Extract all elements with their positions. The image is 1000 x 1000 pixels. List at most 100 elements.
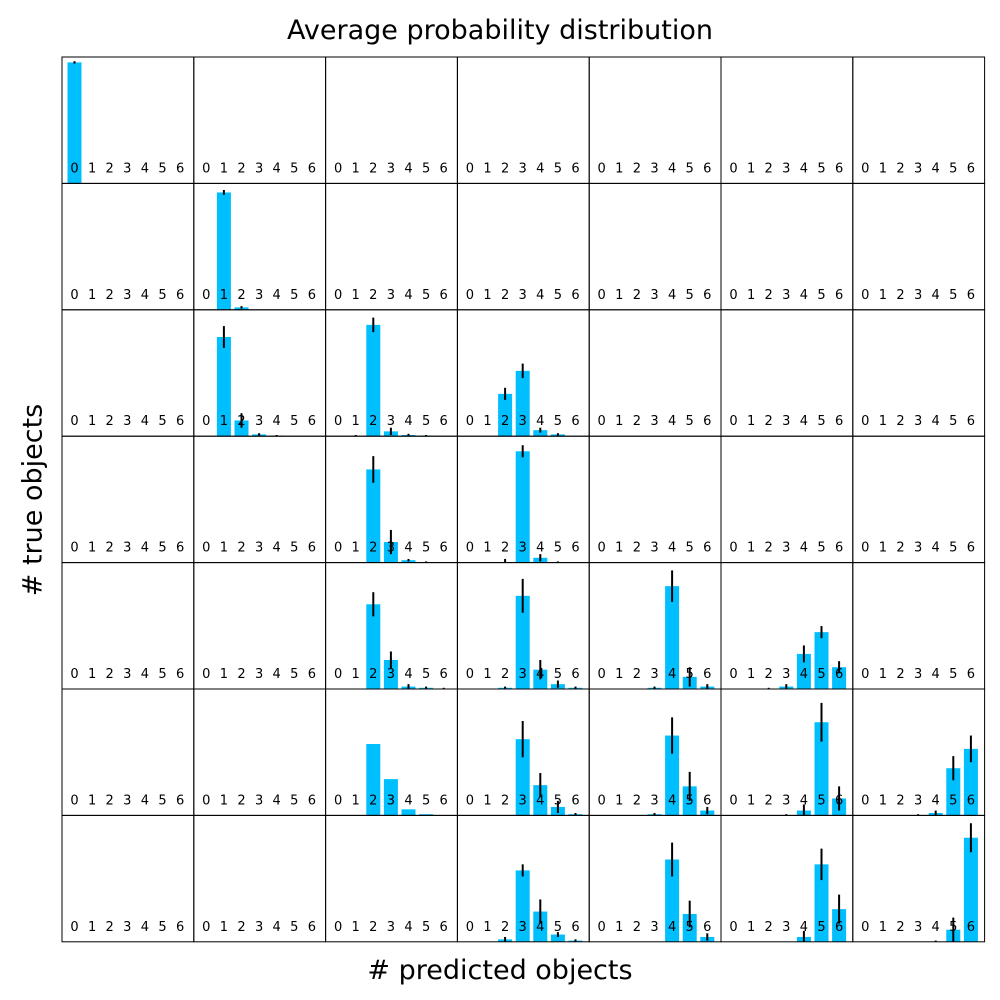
bar-true-2-pred-1-cat-1	[216, 336, 231, 437]
tick-label: 1	[220, 161, 228, 176]
tick-label: 5	[158, 161, 166, 176]
tick-label: 0	[861, 667, 869, 682]
tick-label: 1	[352, 414, 360, 429]
tick-label: 4	[536, 288, 544, 303]
tick-label: 3	[387, 414, 395, 429]
tick-label: 6	[176, 920, 184, 935]
bar-true-6-pred-3-cat-4	[533, 911, 548, 942]
bar-true-3-pred-2-cat-2	[366, 469, 381, 563]
tick-label: 0	[202, 793, 210, 808]
tick-label: 0	[70, 161, 78, 176]
tick-label: 6	[835, 667, 843, 682]
bar-true-6-pred-3-cat-5	[550, 934, 565, 942]
tick-label: 3	[519, 920, 527, 935]
bar-true-5-pred-6-cat-6	[963, 748, 978, 816]
tick-label: 3	[914, 288, 922, 303]
tick-label: 1	[483, 161, 491, 176]
tick-label: 0	[861, 288, 869, 303]
bar-true-6-pred-6-cat-6	[963, 837, 978, 942]
tick-label: 3	[914, 793, 922, 808]
tick-label: 1	[88, 161, 96, 176]
tick-label: 4	[932, 161, 940, 176]
tick-label: 1	[747, 541, 755, 556]
tick-label: 0	[70, 793, 78, 808]
tick-label: 6	[308, 161, 316, 176]
tick-label: 1	[483, 414, 491, 429]
tick-label: 5	[817, 793, 825, 808]
tick-label: 6	[703, 793, 711, 808]
tick-label: 6	[176, 793, 184, 808]
tick-label: 6	[967, 288, 975, 303]
tick-label: 1	[352, 541, 360, 556]
tick-label: 0	[861, 414, 869, 429]
tick-label: 0	[334, 541, 342, 556]
tick-label: 5	[422, 414, 430, 429]
tick-label: 6	[308, 920, 316, 935]
bar-true-2-pred-3-cat-2	[498, 393, 513, 437]
tick-label: 1	[615, 161, 623, 176]
tick-label: 0	[598, 920, 606, 935]
tick-label: 3	[123, 793, 131, 808]
bar-true-1-pred-1-cat-2	[234, 307, 249, 310]
tick-label: 4	[273, 793, 281, 808]
tick-label: 0	[861, 920, 869, 935]
bar-true-2-pred-3-cat-4	[533, 430, 548, 437]
tick-label: 3	[255, 793, 263, 808]
tick-label: 6	[835, 920, 843, 935]
tick-label: 2	[369, 920, 377, 935]
tick-label: 1	[88, 667, 96, 682]
tick-label: 1	[88, 920, 96, 935]
tick-label: 2	[765, 793, 773, 808]
tick-label: 6	[967, 920, 975, 935]
tick-label: 2	[765, 161, 773, 176]
tick-label: 4	[273, 161, 281, 176]
tick-label: 3	[782, 793, 790, 808]
tick-label: 5	[686, 793, 694, 808]
tick-label: 0	[334, 414, 342, 429]
tick-label: 4	[141, 541, 149, 556]
tick-label: 6	[308, 541, 316, 556]
tick-label: 4	[932, 541, 940, 556]
bar-true-6-pred-5-cat-5	[814, 864, 829, 942]
tick-label: 2	[369, 541, 377, 556]
tick-label: 1	[879, 667, 887, 682]
tick-label: 4	[273, 920, 281, 935]
panel-frame	[852, 814, 986, 943]
tick-label: 0	[729, 288, 737, 303]
tick-label: 4	[800, 161, 808, 176]
tick-label: 4	[273, 414, 281, 429]
tick-label: 4	[404, 793, 412, 808]
tick-label: 0	[861, 161, 869, 176]
tick-label: 6	[176, 288, 184, 303]
tick-label: 3	[123, 414, 131, 429]
tick-label: 3	[650, 414, 658, 429]
tick-label: 0	[70, 288, 78, 303]
bar-true-5-pred-2-cat-4	[401, 809, 416, 816]
tick-label: 2	[896, 414, 904, 429]
tick-label: 1	[220, 793, 228, 808]
tick-label: 4	[404, 414, 412, 429]
tick-label: 2	[106, 920, 114, 935]
tick-label: 0	[466, 414, 474, 429]
tick-label: 3	[914, 667, 922, 682]
tick-label: 4	[536, 541, 544, 556]
tick-label: 3	[782, 414, 790, 429]
tick-label: 1	[615, 920, 623, 935]
tick-label: 3	[123, 288, 131, 303]
tick-label: 5	[422, 288, 430, 303]
tick-label: 0	[466, 793, 474, 808]
tick-label: 0	[729, 920, 737, 935]
tick-label: 2	[237, 541, 245, 556]
